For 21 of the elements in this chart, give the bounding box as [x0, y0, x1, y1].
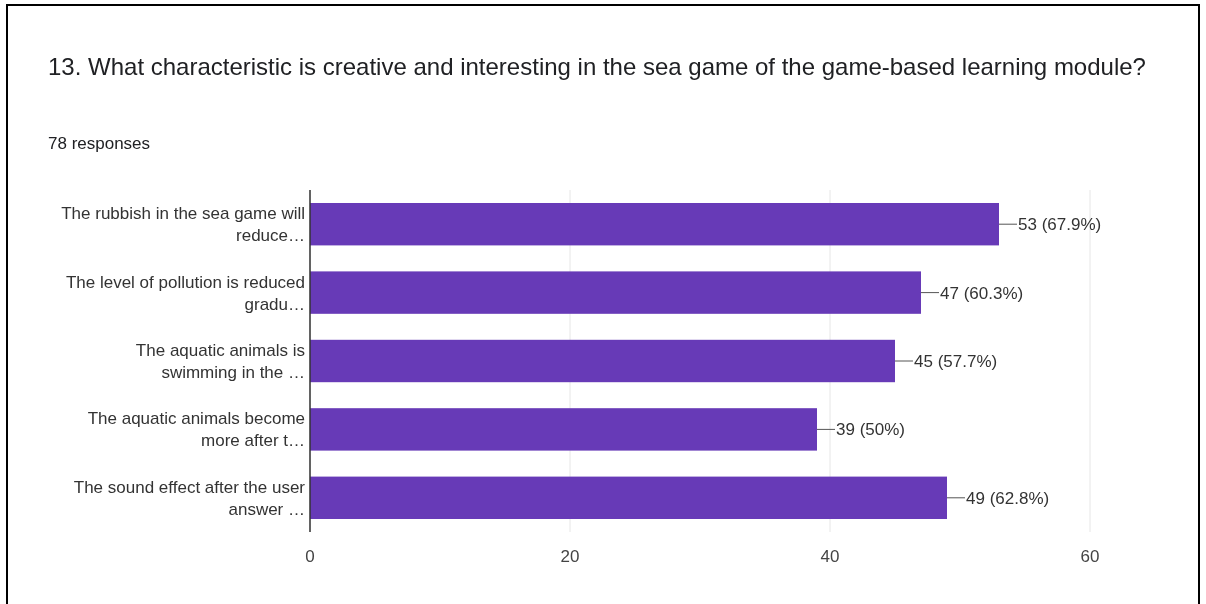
y-tick-label: The rubbish in the sea game will reduce…	[61, 204, 305, 246]
x-tick-label: 40	[820, 547, 840, 566]
chart-title: 13. What characteristic is creative and interesting in the sea game of the game-based learning module?	[48, 53, 1146, 80]
x-tick-label: 0	[305, 547, 315, 566]
y-tick-label: The aquatic animals is swimming in the …	[135, 340, 305, 382]
data-label: 47 (60.3%)	[940, 283, 1024, 303]
bar	[310, 203, 999, 246]
bar	[310, 408, 817, 451]
bar	[310, 271, 921, 314]
y-tick-label: The aquatic animals become more after t…	[87, 409, 305, 451]
x-tick-label: 20	[560, 547, 580, 566]
data-label: 49 (62.8%)	[966, 488, 1050, 508]
data-label: 53 (67.9%)	[1018, 215, 1102, 235]
data-label: 39 (50%)	[836, 420, 905, 440]
data-label: 45 (57.7%)	[914, 351, 998, 371]
y-tick-label: The level of pollution is reduced gradu…	[65, 272, 305, 314]
bar	[310, 339, 895, 383]
bar	[310, 476, 947, 519]
y-tick-label: The sound effect after the user answer …	[73, 477, 306, 519]
text: 78 responses	[48, 134, 151, 153]
x-tick-label: 60	[1080, 547, 1100, 566]
